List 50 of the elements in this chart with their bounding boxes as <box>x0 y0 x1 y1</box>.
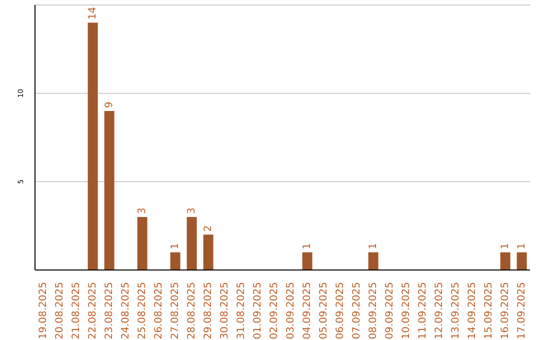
x-tick-label: 24.08.2025 <box>120 282 132 340</box>
x-tick-label: 02.09.2025 <box>268 282 280 340</box>
bar <box>302 252 312 270</box>
data-label: 2 <box>202 225 214 232</box>
x-tick-label: 29.08.2025 <box>202 282 214 340</box>
x-tick-label: 07.09.2025 <box>351 282 362 340</box>
data-label: 1 <box>500 242 511 250</box>
x-tick-label: 08.09.2025 <box>368 282 379 340</box>
x-tick-label: 17.09.2025 <box>516 282 528 340</box>
x-tick-label: 05.09.2025 <box>318 282 330 340</box>
x-tick-label: 03.09.2025 <box>285 282 296 340</box>
x-tick-label: 09.09.2025 <box>384 282 396 340</box>
x-tick-label: 12.09.2025 <box>434 282 445 340</box>
bar <box>88 22 98 270</box>
bar <box>516 252 527 270</box>
x-tick-label: 22.08.2025 <box>87 282 98 340</box>
x-tick-label: 19.08.2025 <box>38 282 49 340</box>
data-label: 14 <box>87 6 98 20</box>
bar <box>500 252 510 270</box>
x-tick-label: 15.09.2025 <box>483 282 494 340</box>
data-label: 3 <box>136 208 148 214</box>
bar <box>104 111 114 270</box>
x-tick-label: 06.09.2025 <box>334 282 346 340</box>
data-label: 1 <box>302 242 313 250</box>
x-tick-label: 27.08.2025 <box>170 282 181 340</box>
x-tick-label: 26.08.2025 <box>153 282 164 340</box>
x-tick-label: 31.08.2025 <box>236 282 247 340</box>
x-tick-label: 23.08.2025 <box>104 282 115 340</box>
data-label: 1 <box>516 242 528 250</box>
data-label: 1 <box>368 242 379 250</box>
bar <box>368 252 378 270</box>
x-tick-label: 30.08.2025 <box>219 282 230 340</box>
x-tick-label: 28.08.2025 <box>186 282 198 340</box>
x-tick-label: 21.08.2025 <box>70 282 82 340</box>
x-tick-label: 20.08.2025 <box>54 282 66 340</box>
bar <box>170 252 180 270</box>
x-tick-label: 13.09.2025 <box>450 282 462 340</box>
x-tick-label: 16.09.2025 <box>500 282 511 340</box>
data-label: 3 <box>186 208 198 214</box>
x-tick-label: 11.09.2025 <box>417 282 428 340</box>
data-label: 9 <box>104 102 115 108</box>
x-tick-label: 04.09.2025 <box>302 282 313 340</box>
x-tick-label: 25.08.2025 <box>136 282 148 340</box>
data-label: 1 <box>170 242 181 250</box>
bar <box>203 234 214 270</box>
bar <box>186 217 197 270</box>
bar <box>137 217 148 270</box>
x-tick-label: 14.09.2025 <box>466 282 478 340</box>
x-tick-label: 10.09.2025 <box>400 282 412 340</box>
x-tick-label: 01.09.2025 <box>252 282 264 340</box>
